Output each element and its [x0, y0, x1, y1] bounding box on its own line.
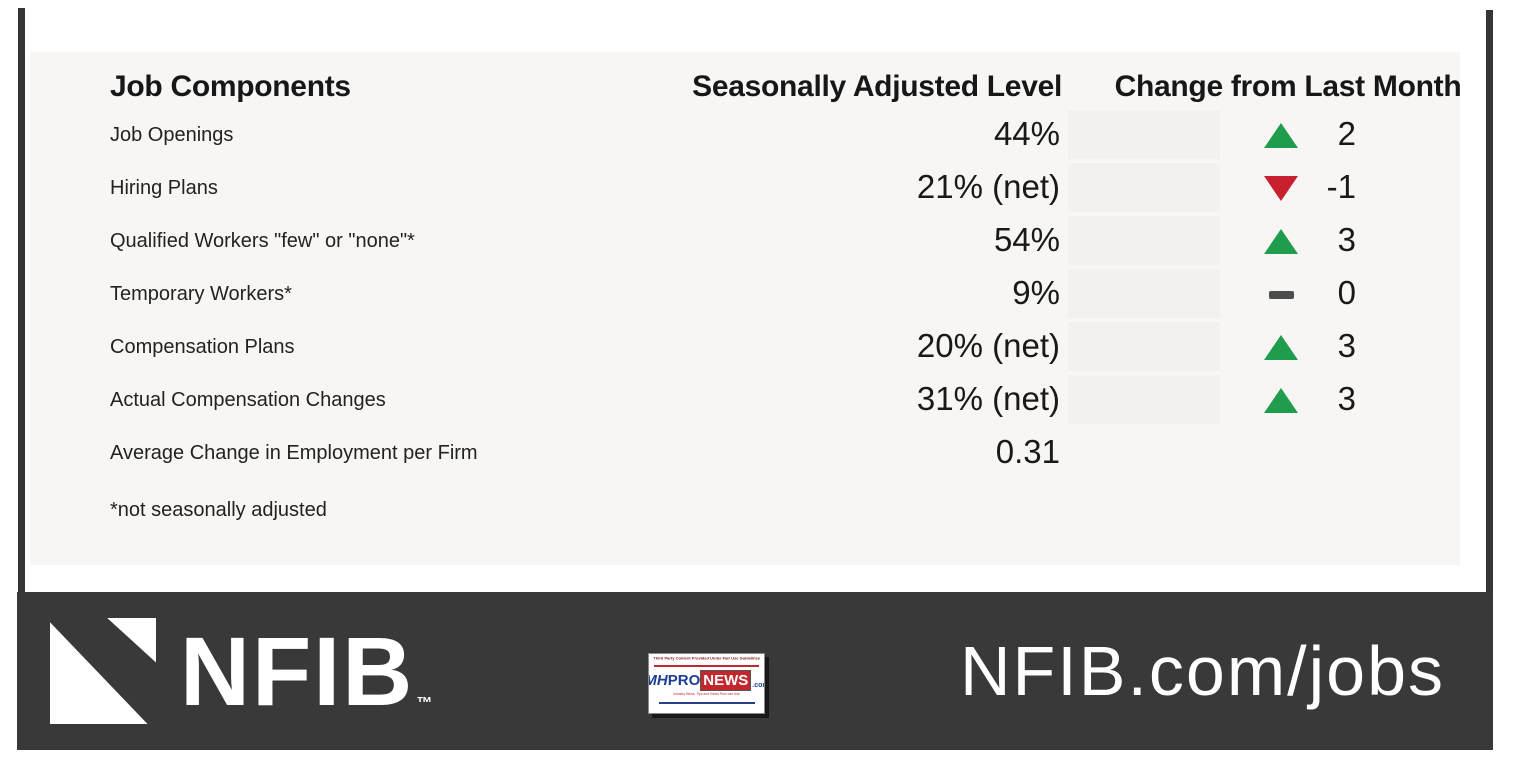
shaded-cell [1068, 214, 1220, 265]
table-row: Qualified Workers "few" or "none"* 54% 3 [0, 214, 1517, 268]
nfib-wordmark: NFIB ™ [180, 618, 432, 724]
table-row: Compensation Plans 20% (net) 3 [0, 320, 1517, 374]
mhpronews-watermark-logo: Third Party Content Provided Under Fair … [648, 653, 765, 714]
change-indicator [1238, 374, 1324, 427]
change-indicator [1238, 215, 1324, 268]
watermark-disclaimer-text: Third Party Content Provided Under Fair … [653, 656, 760, 661]
up-triangle-icon [1264, 388, 1298, 413]
change-value: 3 [1337, 221, 1356, 258]
watermark-tagline-text: Industry News, Tips and Views Pros can U… [673, 692, 740, 696]
right-border-bar [1486, 10, 1493, 592]
change-indicator [1238, 268, 1324, 321]
row-value: 31% (net) [916, 380, 1060, 417]
column-header-seasonally-adjusted-level: Seasonally Adjusted Level [692, 70, 1062, 103]
row-label: Job Openings [110, 124, 234, 146]
row-label: Temporary Workers* [110, 283, 292, 305]
row-label: Actual Compensation Changes [110, 389, 386, 411]
change-value: -1 [1326, 168, 1356, 205]
change-value: 0 [1337, 274, 1356, 311]
table-panel [30, 52, 1460, 565]
left-border-bar [18, 8, 25, 592]
footer: NFIB ™ Third Party Content Provided Unde… [17, 592, 1493, 750]
watermark-red-rule [654, 665, 759, 667]
no-change-dash-icon [1268, 290, 1294, 299]
change-indicator [1238, 109, 1324, 162]
up-triangle-icon [1264, 335, 1298, 360]
change-value: 2 [1337, 115, 1356, 152]
column-header-change-from-last-month: Change from Last Month [1114, 70, 1462, 103]
change-value: 3 [1337, 327, 1356, 364]
mhpronews-wordmark: MH PRO NEWS .com [649, 668, 764, 691]
nfib-brand-text: NFIB [180, 616, 415, 726]
change-indicator [1238, 321, 1324, 374]
table-row: Hiring Plans 21% (net) -1 [0, 161, 1517, 215]
shaded-cell [1068, 108, 1220, 159]
watermark-blue-rule [658, 702, 755, 704]
row-value: 54% [993, 221, 1060, 258]
row-value: 9% [1012, 274, 1060, 311]
shaded-cell [1068, 161, 1220, 212]
down-triangle-icon [1264, 176, 1298, 201]
row-label: Compensation Plans [110, 336, 295, 358]
footer-url-link[interactable]: NFIB.com/jobs [960, 632, 1445, 710]
row-value: 0.31 [995, 433, 1060, 470]
trademark-symbol: ™ [416, 695, 433, 712]
table-row: Actual Compensation Changes 31% (net) 3 [0, 373, 1517, 427]
table-row: Average Change in Employment per Firm 0.3… [0, 427, 1517, 480]
mh-letters: MH [649, 672, 668, 689]
change-value: 3 [1337, 380, 1356, 417]
column-header-job-components: Job Components [110, 70, 351, 103]
up-triangle-icon [1264, 123, 1298, 148]
dot-com-suffix: .com [752, 682, 764, 689]
nfib-logo-icon [50, 618, 156, 724]
row-label: Hiring Plans [110, 177, 218, 199]
row-value: 21% (net) [916, 168, 1060, 205]
shaded-cell [1068, 267, 1220, 318]
row-label: Qualified Workers "few" or "none"* [110, 230, 415, 252]
table-row: Job Openings 44% 2 [0, 108, 1517, 162]
row-value: 44% [993, 115, 1060, 152]
news-letters: NEWS [700, 670, 752, 691]
change-indicator [1238, 162, 1324, 215]
pro-letters: PRO [667, 672, 701, 689]
table-footnote: *not seasonally adjusted [110, 499, 327, 521]
row-value: 20% (net) [916, 327, 1060, 364]
shaded-cell [1068, 373, 1220, 424]
row-label: Average Change in Employment per Firm [110, 442, 478, 464]
shaded-cell [1068, 320, 1220, 371]
up-triangle-icon [1264, 229, 1298, 254]
table-row: Temporary Workers* 9% 0 [0, 267, 1517, 321]
